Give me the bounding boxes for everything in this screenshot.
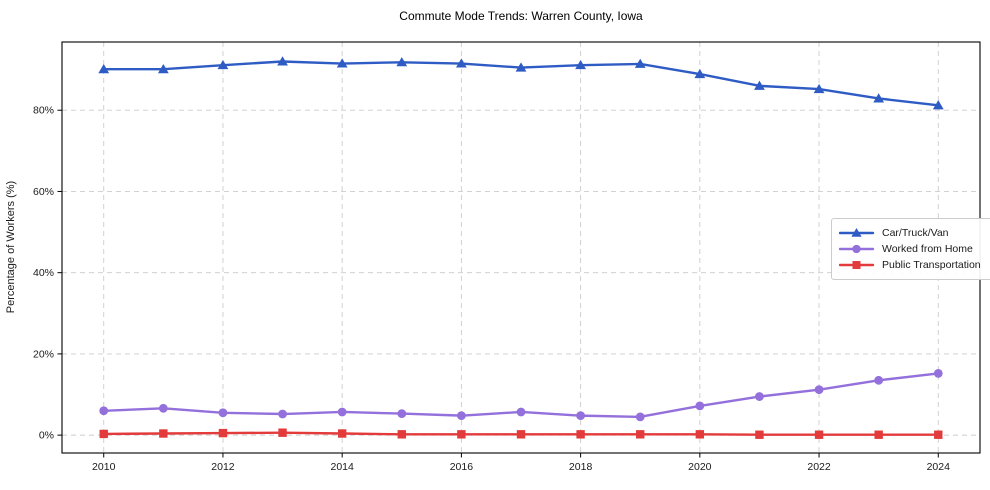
marker-square bbox=[159, 429, 168, 438]
marker-square bbox=[337, 429, 347, 438]
marker-triangle bbox=[575, 59, 587, 70]
marker-triangle bbox=[157, 64, 169, 74]
x-tick-label: 2010 bbox=[92, 461, 116, 473]
marker-triangle bbox=[754, 80, 765, 90]
marker-triangle bbox=[455, 58, 467, 68]
marker-square bbox=[576, 430, 585, 439]
x-tick-label: 2022 bbox=[807, 461, 831, 473]
y-tick-label: 40% bbox=[33, 267, 54, 279]
marker-triangle bbox=[515, 62, 527, 72]
marker-circle bbox=[635, 412, 645, 422]
legend-item-worked-from-home: Worked from Home bbox=[839, 241, 981, 257]
marker-triangle bbox=[851, 228, 862, 237]
marker-square bbox=[218, 428, 228, 438]
marker-square bbox=[874, 430, 883, 439]
legend-item-car-truck-van: Car/Truck/Van bbox=[839, 225, 981, 241]
plot-layer: 2010 2012 2014 2016 2018 2020 2022 2024 0% 20% 40%… bbox=[33, 41, 981, 473]
public-transportation-line-icon bbox=[839, 261, 875, 269]
y-tick-label: 20% bbox=[33, 348, 54, 360]
car-truck-van-line-icon bbox=[839, 228, 875, 237]
marker-triangle bbox=[396, 57, 408, 67]
marker-triangle bbox=[813, 83, 825, 94]
marker-square bbox=[755, 430, 764, 439]
x-tick-label: 2024 bbox=[927, 461, 951, 473]
marker-square bbox=[636, 430, 645, 439]
x-tick-label: 2018 bbox=[569, 461, 593, 473]
marker-circle bbox=[337, 407, 347, 417]
marker-square bbox=[516, 430, 526, 439]
marker-circle bbox=[456, 411, 466, 421]
marker-triangle bbox=[336, 58, 348, 68]
marker-circle bbox=[755, 392, 764, 401]
marker-circle bbox=[278, 409, 287, 419]
y-axis-label: Percentage of Workers (%) bbox=[5, 181, 17, 313]
marker-square bbox=[457, 430, 466, 439]
legend-item-public-transportation: Public Transportation bbox=[839, 257, 981, 273]
marker-circle bbox=[814, 385, 824, 395]
x-tick-label: 2014 bbox=[330, 461, 354, 473]
y-tick-label: 60% bbox=[33, 186, 54, 198]
marker-triangle bbox=[634, 58, 646, 68]
y-tick-label: 80% bbox=[33, 105, 54, 117]
marker-circle bbox=[874, 375, 884, 385]
marker-triangle bbox=[217, 59, 229, 70]
marker-circle bbox=[576, 411, 586, 421]
marker-triangle bbox=[98, 64, 110, 74]
legend: Car/Truck/Van Worked from Home Public Tr… bbox=[831, 218, 990, 280]
x-tick-label: 2020 bbox=[688, 461, 712, 473]
marker-circle bbox=[695, 401, 705, 411]
marker-square bbox=[278, 428, 287, 437]
marker-triangle bbox=[277, 56, 288, 66]
marker-square bbox=[695, 430, 705, 439]
marker-circle bbox=[516, 407, 526, 417]
marker-circle bbox=[99, 406, 109, 416]
marker-square bbox=[852, 261, 861, 269]
legend-label: Worked from Home bbox=[882, 243, 973, 255]
legend-label: Car/Truck/Van bbox=[882, 227, 949, 239]
x-tick-label: 2016 bbox=[450, 461, 474, 473]
marker-triangle bbox=[694, 68, 706, 79]
marker-circle bbox=[397, 409, 407, 419]
legend-label: Public Transportation bbox=[882, 259, 981, 271]
chart-title: Commute Mode Trends: Warren County, Iowa bbox=[399, 9, 643, 23]
marker-circle bbox=[218, 408, 228, 418]
worked-from-home-line-icon bbox=[839, 244, 875, 254]
marker-triangle bbox=[873, 93, 885, 103]
marker-circle bbox=[852, 244, 861, 254]
x-tick-label: 2012 bbox=[211, 461, 235, 473]
marker-triangle bbox=[932, 100, 944, 110]
marker-circle bbox=[158, 403, 168, 413]
marker-circle bbox=[933, 368, 943, 378]
marker-square bbox=[397, 430, 406, 439]
marker-square bbox=[814, 430, 824, 439]
y-tick-label: 0% bbox=[39, 430, 54, 442]
marker-square bbox=[99, 429, 108, 439]
marker-square bbox=[934, 430, 943, 439]
